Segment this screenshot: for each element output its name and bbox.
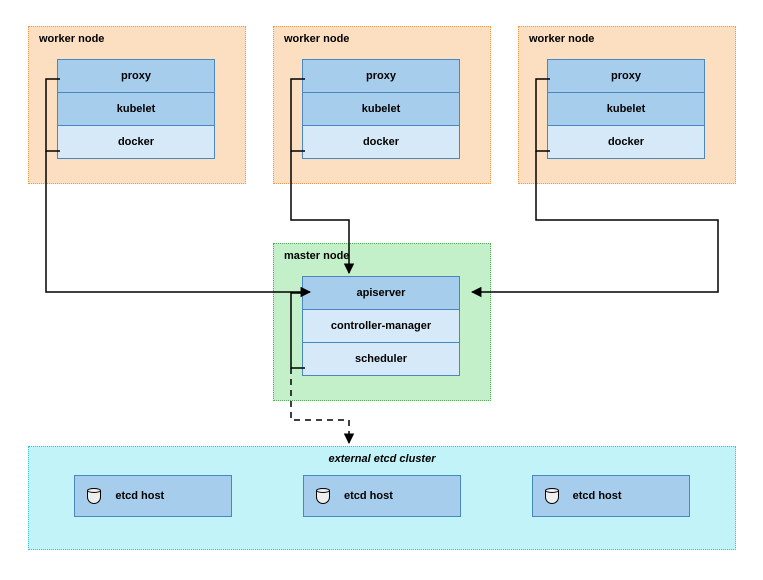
etcd-host-1-label: etcd host: [115, 490, 164, 502]
component-docker: docker: [547, 126, 705, 159]
master-node-stack: apiserver controller-manager scheduler: [302, 276, 480, 376]
component-kubelet: kubelet: [547, 93, 705, 126]
worker-node-2: worker node proxy kubelet docker: [273, 26, 491, 184]
component-kubelet: kubelet: [57, 93, 215, 126]
component-proxy: proxy: [302, 59, 460, 93]
worker-node-2-title: worker node: [284, 33, 480, 45]
component-scheduler: scheduler: [302, 343, 460, 376]
database-icon: [316, 488, 330, 504]
master-node-title: master node: [284, 250, 480, 262]
master-node: master node apiserver controller-manager…: [273, 243, 491, 401]
database-icon: [545, 488, 559, 504]
component-apiserver: apiserver: [302, 276, 460, 310]
component-docker: docker: [302, 126, 460, 159]
worker-node-1-stack: proxy kubelet docker: [57, 59, 235, 159]
etcd-host-3: etcd host: [532, 475, 690, 517]
etcd-host-3-label: etcd host: [573, 490, 622, 502]
worker-node-1: worker node proxy kubelet docker: [28, 26, 246, 184]
worker-node-1-title: worker node: [39, 33, 235, 45]
worker-node-2-stack: proxy kubelet docker: [302, 59, 480, 159]
component-proxy: proxy: [57, 59, 215, 93]
component-proxy: proxy: [547, 59, 705, 93]
etcd-host-1: etcd host: [74, 475, 232, 517]
etcd-host-row: etcd host etcd host etcd host: [39, 475, 725, 517]
component-docker: docker: [57, 126, 215, 159]
etcd-cluster-title: external etcd cluster: [39, 453, 725, 465]
worker-node-3-stack: proxy kubelet docker: [547, 59, 725, 159]
etcd-cluster: external etcd cluster etcd host etcd hos…: [28, 446, 736, 550]
etcd-host-2: etcd host: [303, 475, 461, 517]
component-controller-manager: controller-manager: [302, 310, 460, 343]
worker-node-3-title: worker node: [529, 33, 725, 45]
etcd-host-2-label: etcd host: [344, 490, 393, 502]
diagram-canvas: worker node proxy kubelet docker worker …: [0, 0, 763, 580]
database-icon: [87, 488, 101, 504]
worker-node-3: worker node proxy kubelet docker: [518, 26, 736, 184]
component-kubelet: kubelet: [302, 93, 460, 126]
